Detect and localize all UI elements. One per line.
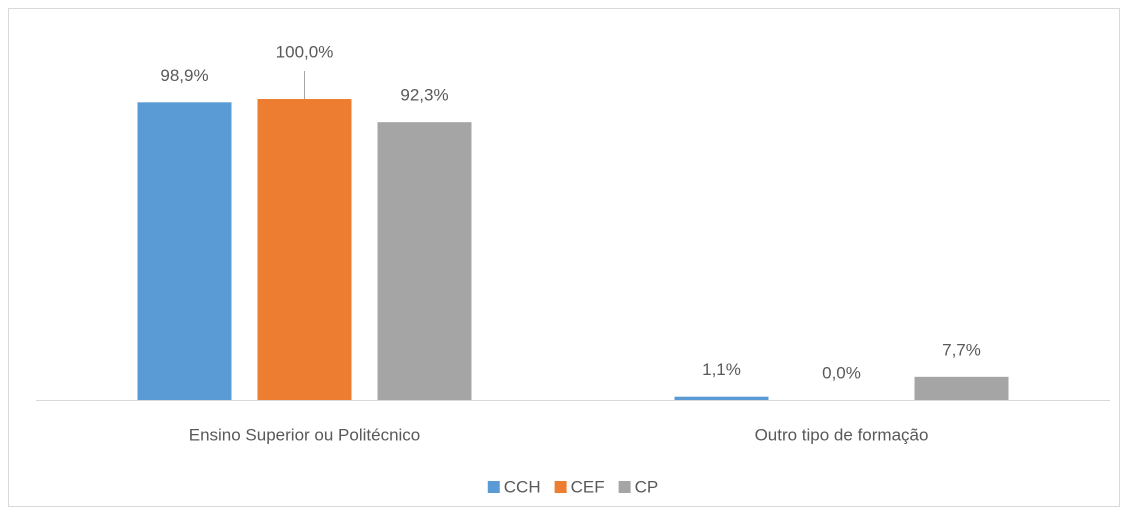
bar <box>377 122 472 400</box>
bar <box>674 396 769 400</box>
x-tick-label: Ensino Superior ou Politécnico <box>189 425 421 444</box>
legend-label: CP <box>635 477 659 496</box>
legend-swatch <box>487 481 500 493</box>
legend-label: CCH <box>504 477 541 496</box>
data-label: 0,0% <box>822 363 861 382</box>
bar <box>914 376 1009 400</box>
legend-swatch <box>554 481 567 493</box>
x-tick-label: Outro tipo de formação <box>755 425 929 444</box>
bar <box>257 99 352 400</box>
data-label: 98,9% <box>160 66 208 85</box>
bar <box>137 102 232 400</box>
data-label: 7,7% <box>942 340 981 359</box>
data-label: 1,1% <box>702 360 741 379</box>
legend-swatch <box>618 481 631 493</box>
legend-label: CEF <box>571 477 605 496</box>
data-label: 100,0% <box>276 42 334 61</box>
data-label: 92,3% <box>400 86 448 105</box>
